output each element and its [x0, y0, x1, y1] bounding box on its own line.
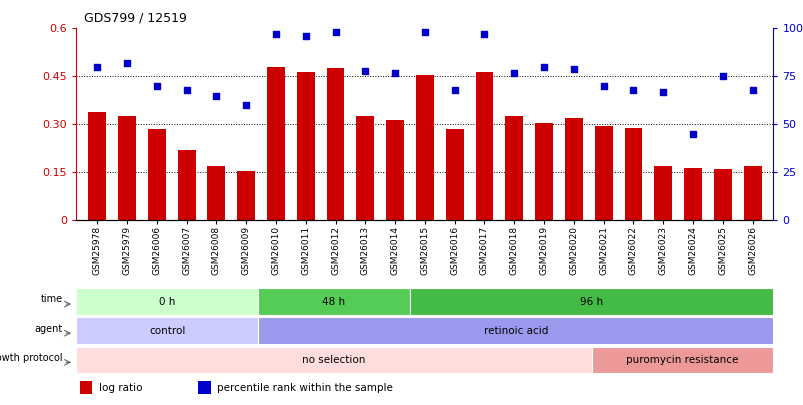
Bar — [177, 150, 195, 220]
Point — [597, 83, 609, 89]
Bar — [207, 166, 225, 220]
Point — [299, 33, 312, 39]
Point — [328, 29, 341, 35]
Point — [120, 60, 133, 66]
Point — [358, 67, 371, 74]
Point — [448, 87, 461, 93]
Point — [388, 69, 401, 76]
Point — [686, 131, 699, 137]
Point — [150, 83, 163, 89]
Bar — [565, 118, 582, 220]
Text: retinoic acid: retinoic acid — [483, 326, 548, 336]
Text: percentile rank within the sample: percentile rank within the sample — [217, 383, 393, 393]
Point — [180, 87, 193, 93]
Bar — [505, 116, 523, 220]
Bar — [88, 111, 106, 220]
Bar — [475, 72, 493, 220]
Bar — [743, 166, 760, 220]
Text: puromycin resistance: puromycin resistance — [626, 355, 738, 365]
Bar — [591, 347, 772, 373]
Bar — [654, 166, 671, 220]
Bar — [79, 381, 92, 394]
Point — [656, 88, 669, 95]
Text: GDS799 / 12519: GDS799 / 12519 — [84, 11, 187, 24]
Bar — [683, 168, 701, 220]
Bar — [258, 288, 410, 315]
Point — [239, 102, 252, 109]
Bar — [415, 75, 434, 220]
Bar — [198, 381, 210, 394]
Point — [626, 87, 639, 93]
Point — [715, 73, 728, 79]
Bar — [356, 116, 374, 220]
Bar — [76, 347, 591, 373]
Bar — [258, 318, 772, 344]
Bar — [713, 169, 731, 220]
Bar — [326, 68, 344, 220]
Point — [478, 31, 491, 37]
Text: growth protocol: growth protocol — [0, 353, 63, 363]
Text: agent: agent — [35, 324, 63, 334]
Text: 48 h: 48 h — [322, 297, 345, 307]
Bar — [445, 129, 463, 220]
Bar — [267, 67, 284, 220]
Text: 96 h: 96 h — [579, 297, 602, 307]
Point — [507, 69, 520, 76]
Point — [91, 64, 104, 70]
Text: 0 h: 0 h — [159, 297, 175, 307]
Text: log ratio: log ratio — [99, 383, 142, 393]
Point — [269, 31, 282, 37]
Point — [567, 66, 580, 72]
Bar — [535, 123, 552, 220]
Bar — [624, 128, 642, 220]
Point — [418, 29, 430, 35]
Text: control: control — [149, 326, 185, 336]
Point — [210, 92, 222, 99]
Point — [745, 87, 758, 93]
Bar — [237, 171, 255, 220]
Bar — [410, 288, 772, 315]
Text: no selection: no selection — [302, 355, 365, 365]
Point — [537, 64, 550, 70]
Bar — [385, 119, 404, 220]
Bar — [594, 126, 612, 220]
Bar — [148, 129, 165, 220]
Bar — [296, 72, 314, 220]
Bar — [76, 288, 258, 315]
Text: time: time — [40, 294, 63, 305]
Bar — [118, 116, 136, 220]
Bar — [76, 318, 258, 344]
